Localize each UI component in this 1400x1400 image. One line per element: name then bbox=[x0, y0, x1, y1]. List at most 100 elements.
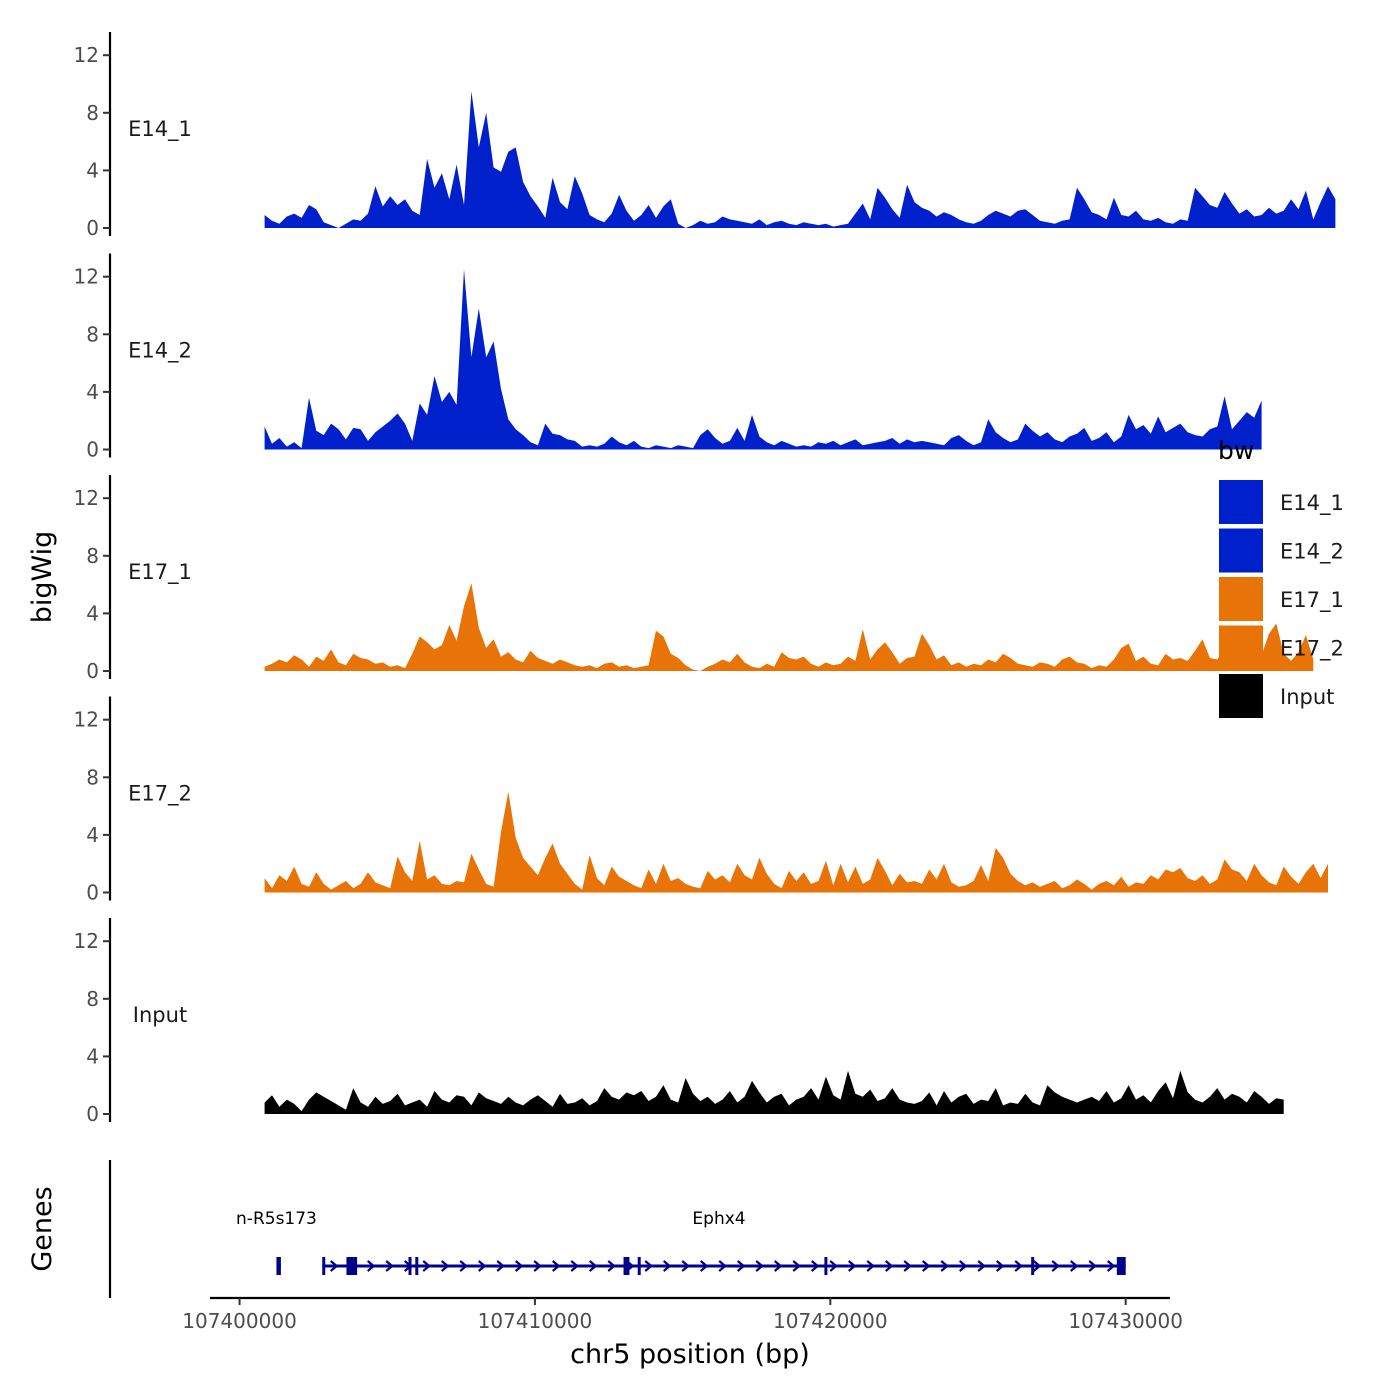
y-tick-label: 8 bbox=[86, 322, 99, 346]
strand-arrow bbox=[366, 1260, 376, 1272]
track-e14-1: 0 4 8 12 E14_1 bbox=[74, 32, 1336, 240]
legend-label-e17-1: E17_1 bbox=[1280, 588, 1344, 613]
track-label-e17-2: E17_2 bbox=[128, 782, 192, 807]
gene-label: n-R5s173 bbox=[236, 1209, 317, 1229]
y-tick-label: 4 bbox=[86, 158, 99, 182]
strand-arrow bbox=[792, 1260, 801, 1272]
strand-arrow bbox=[736, 1260, 746, 1272]
strand-arrow bbox=[422, 1260, 431, 1272]
y-tick-label: 8 bbox=[86, 101, 99, 125]
track-label-e14-1: E14_1 bbox=[128, 117, 192, 142]
strand-arrow bbox=[755, 1260, 764, 1272]
x-tick-label: 107420000 bbox=[773, 1309, 888, 1333]
strand-arrow bbox=[514, 1260, 524, 1272]
y-tick-label: 12 bbox=[74, 486, 99, 510]
strand-arrow bbox=[477, 1260, 487, 1272]
series-area-e14-1 bbox=[264, 91, 1336, 228]
strand-arrow bbox=[607, 1260, 616, 1272]
strand-arrow bbox=[773, 1260, 783, 1272]
series-area-e17-2 bbox=[264, 791, 1329, 893]
legend-swatch-e14-1 bbox=[1219, 480, 1263, 524]
exon bbox=[623, 1257, 630, 1275]
y-tick-label: 4 bbox=[86, 823, 99, 847]
track-e17-1: 0 4 8 12 E17_1 bbox=[74, 475, 1314, 683]
legend-swatch-e14-2 bbox=[1219, 528, 1263, 573]
strand-arrow bbox=[1088, 1260, 1097, 1272]
track-label-input: Input bbox=[133, 1003, 187, 1027]
legend-label-e14-2: E14_2 bbox=[1280, 540, 1344, 565]
exon bbox=[408, 1257, 412, 1275]
series-area-e17-1 bbox=[264, 583, 1314, 671]
y-tick-label: 4 bbox=[86, 1044, 99, 1068]
strand-arrow bbox=[847, 1260, 857, 1272]
strand-arrow bbox=[958, 1260, 968, 1272]
gene-label: Ephx4 bbox=[692, 1209, 745, 1229]
strand-arrow bbox=[699, 1260, 709, 1272]
exon bbox=[415, 1257, 419, 1275]
x-tick-label: 107410000 bbox=[478, 1309, 593, 1333]
exon bbox=[824, 1257, 828, 1275]
strand-arrow bbox=[662, 1260, 672, 1272]
x-tick-label: 107430000 bbox=[1068, 1309, 1183, 1333]
strand-arrow bbox=[533, 1260, 542, 1272]
strand-arrow bbox=[940, 1260, 949, 1272]
y-tick-label: 8 bbox=[86, 987, 99, 1011]
strand-arrow bbox=[459, 1260, 468, 1272]
track-input: 0 4 8 12 Input bbox=[74, 918, 1284, 1126]
strand-arrow bbox=[385, 1260, 394, 1272]
x-tick-label: 107400000 bbox=[182, 1309, 297, 1333]
strand-arrow bbox=[1106, 1260, 1116, 1272]
exon bbox=[637, 1257, 641, 1275]
strand-arrow bbox=[551, 1260, 561, 1272]
legend-swatch-input bbox=[1219, 674, 1263, 718]
track-e17-2: 0 4 8 12 E17_2 bbox=[74, 696, 1329, 905]
y-tick-label: 0 bbox=[86, 1102, 99, 1126]
legend-swatch-e17-2 bbox=[1219, 625, 1263, 670]
y-tick-label: 0 bbox=[86, 881, 99, 905]
strand-arrow bbox=[829, 1260, 838, 1272]
y-tick-label: 0 bbox=[86, 659, 99, 683]
strand-arrow bbox=[644, 1260, 653, 1272]
strand-arrow bbox=[1051, 1260, 1060, 1272]
strand-arrow bbox=[903, 1260, 912, 1272]
strand-arrow bbox=[440, 1260, 450, 1272]
legend-label-e17-2: E17_2 bbox=[1280, 637, 1344, 662]
track-label-e17-1: E17_1 bbox=[128, 560, 192, 585]
legend-label-e14-1: E14_1 bbox=[1280, 491, 1344, 516]
y-axis-title: bigWig bbox=[27, 531, 58, 624]
y-tick-label: 4 bbox=[86, 601, 99, 625]
series-area-input bbox=[264, 1070, 1284, 1114]
strand-arrow bbox=[1014, 1260, 1023, 1272]
legend-swatch-e17-1 bbox=[1219, 577, 1263, 621]
gene-ephx4: Ephx4 bbox=[322, 1209, 1126, 1275]
y-tick-label: 12 bbox=[74, 708, 99, 732]
x-axis-title: chr5 position (bp) bbox=[570, 1339, 810, 1370]
strand-arrow bbox=[921, 1260, 931, 1272]
exon bbox=[276, 1257, 281, 1275]
track-e14-2: 0 4 8 12 E14_2 bbox=[74, 253, 1262, 462]
y-tick-label: 0 bbox=[86, 216, 99, 240]
y-tick-label: 4 bbox=[86, 380, 99, 404]
series-area-e14-2 bbox=[264, 269, 1262, 450]
strand-arrow bbox=[866, 1260, 875, 1272]
y-tick-label: 12 bbox=[74, 43, 99, 67]
strand-arrow bbox=[681, 1260, 690, 1272]
strand-arrow bbox=[496, 1260, 505, 1272]
exon bbox=[1031, 1257, 1035, 1275]
strand-arrow bbox=[1032, 1260, 1042, 1272]
legend-title: bw bbox=[1218, 436, 1254, 465]
strand-arrow bbox=[588, 1260, 598, 1272]
strand-arrow bbox=[884, 1260, 894, 1272]
y-tick-label: 8 bbox=[86, 765, 99, 789]
legend-label-input: Input bbox=[1280, 685, 1334, 709]
strand-arrow bbox=[329, 1260, 339, 1272]
strand-arrow bbox=[1069, 1260, 1079, 1272]
track-label-e14-2: E14_2 bbox=[128, 339, 192, 364]
strand-arrow bbox=[977, 1260, 986, 1272]
strand-arrow bbox=[810, 1260, 820, 1272]
genes-panel-title: Genes bbox=[27, 1186, 58, 1271]
y-tick-label: 0 bbox=[86, 438, 99, 462]
exon bbox=[322, 1257, 326, 1275]
y-tick-label: 12 bbox=[74, 265, 99, 289]
